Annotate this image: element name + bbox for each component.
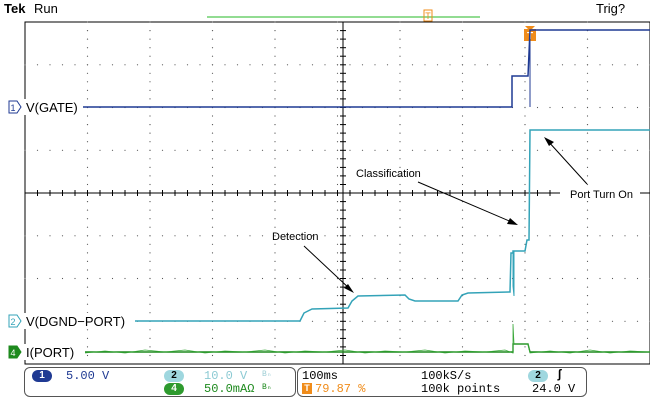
trigger-position: 79.87 %: [315, 382, 366, 396]
status-readout: 1 5.00 V 2 10.0 V Bₙ 4 50.0mAΩ Bₙ 100ms …: [0, 366, 650, 398]
classification-arrow-line: [417, 181, 515, 224]
classification-arrowhead: [507, 218, 518, 225]
trigger-source-badge[interactable]: 2: [528, 370, 548, 382]
port-turn-on-arrowhead: [544, 137, 554, 146]
port-turn-on-arrow-line: [546, 139, 588, 185]
graticule-grid: [24, 21, 650, 357]
ch4-label-bg: [23, 344, 85, 360]
trigger-status: Trig?: [596, 1, 626, 16]
ch2-label: V(DGND−PORT): [26, 314, 125, 329]
ch4-trace-noise: [24, 323, 650, 354]
run-status: Run: [34, 1, 58, 16]
ch2-label-bg: [23, 313, 135, 329]
ch2-marker-number: 2: [10, 317, 15, 327]
trigger-level: 24.0 V: [532, 382, 576, 396]
channel-scale-panel[interactable]: [24, 367, 296, 397]
brand-logo: Tek: [4, 1, 26, 16]
sample-rate: 100kS/s: [421, 369, 472, 383]
annotation-classification: Classification: [356, 168, 421, 180]
axis-ticks: [24, 21, 650, 356]
trigger-slope-icon: ʃ: [556, 368, 564, 382]
detection-arrowhead: [344, 284, 354, 293]
annotation-port-turn-on: Port Turn On: [570, 189, 633, 201]
ch2-bw-limit: Bₙ: [262, 370, 272, 379]
ch2-marker[interactable]: 2: [8, 314, 22, 328]
ch4-marker-number: 4: [10, 348, 15, 358]
ch1-label-bg: [23, 99, 83, 115]
ch1-label: V(GATE): [26, 100, 78, 115]
ch4-scale: 50.0mAΩ: [204, 382, 255, 396]
annotation-detection: Detection: [272, 231, 318, 243]
detection-arrow-line: [303, 245, 352, 291]
timebase: 100ms: [302, 369, 339, 383]
ch1-marker[interactable]: 1: [8, 100, 22, 114]
ch1-trace: [25, 29, 650, 108]
ch2-trace: [25, 129, 650, 322]
ch4-badge[interactable]: 4: [164, 383, 184, 395]
record-length: 100k points: [421, 382, 501, 396]
svg-text:T: T: [425, 11, 431, 21]
trigger-position-marker-top[interactable]: T: [423, 9, 433, 22]
ch2-badge[interactable]: 2: [164, 370, 184, 382]
ch2-scale: 10.0 V: [204, 369, 248, 383]
ch2-trace-step: [512, 251, 515, 297]
ch4-label: I(PORT): [26, 345, 74, 360]
ch4-marker[interactable]: 4: [8, 345, 22, 359]
ch4-bw-limit: Bₙ: [262, 383, 272, 392]
ch1-scale: 5.00 V: [66, 369, 110, 383]
port-turn-on-label-bg: [560, 187, 640, 201]
ch1-badge[interactable]: 1: [32, 370, 52, 382]
ch1-marker-number: 1: [10, 103, 15, 113]
trigger-position-icon: T: [302, 383, 312, 394]
